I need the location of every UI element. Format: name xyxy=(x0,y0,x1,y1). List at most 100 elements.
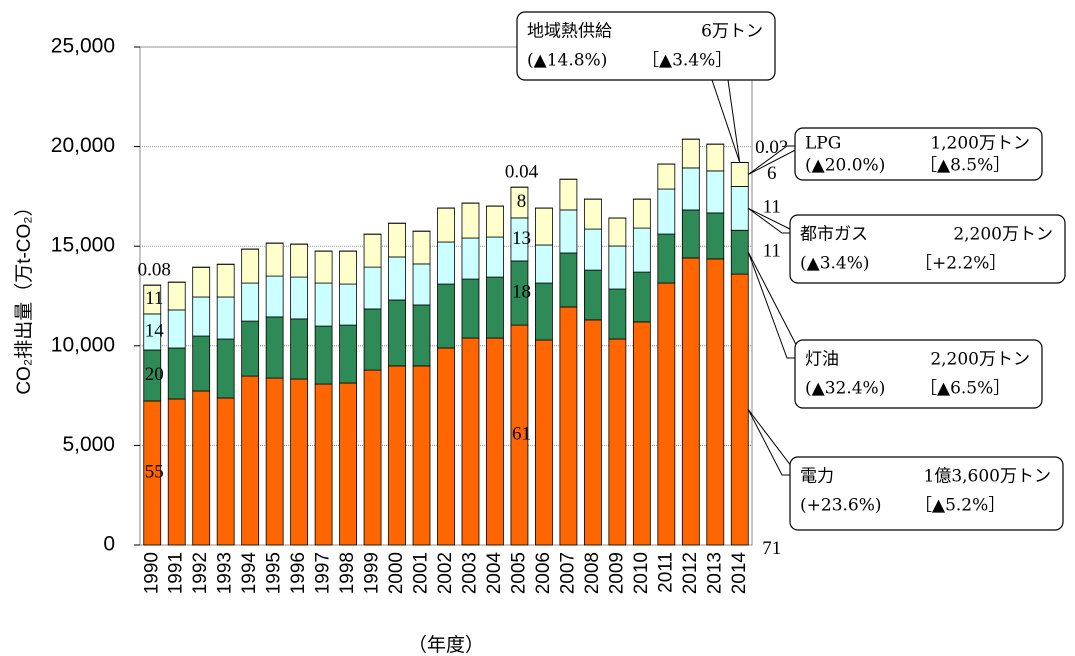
bar-segment xyxy=(216,338,235,399)
x-tick-label: 2001 xyxy=(411,552,432,594)
bar-segment xyxy=(559,178,578,211)
bar-segment xyxy=(290,378,309,546)
y-axis-label: CO₂排出量（万t-CO₂） xyxy=(13,197,35,394)
x-tick-label: 2011 xyxy=(655,552,676,593)
callout-change-prev: ［+2.2%］ xyxy=(915,254,1006,274)
share-label: 11 xyxy=(763,197,781,218)
bar-segment xyxy=(241,282,260,322)
share-label: 11 xyxy=(763,241,781,262)
bar-segment xyxy=(657,163,676,190)
share-label: 55 xyxy=(145,461,164,482)
bar-segment xyxy=(363,308,382,371)
x-tick-label: 2002 xyxy=(435,552,456,594)
bar-segment xyxy=(535,244,553,284)
bar-segment xyxy=(706,212,725,260)
bar-segment xyxy=(241,248,260,284)
bar-segment xyxy=(412,365,431,546)
bar-segment xyxy=(265,275,284,318)
callout-change: (▲3.4%) xyxy=(800,254,870,274)
x-tick-label: 1996 xyxy=(288,552,309,594)
bar-segment xyxy=(706,170,725,214)
bar-segment xyxy=(657,233,676,284)
x-tick-label: 2003 xyxy=(459,552,480,594)
bar-segment xyxy=(559,252,578,308)
x-tick-label: 1992 xyxy=(190,552,211,594)
bar-segment xyxy=(290,318,309,380)
bar-segment xyxy=(412,230,431,265)
callout-change: (+23.6%) xyxy=(800,496,882,516)
bar-segment xyxy=(486,205,504,238)
callout-amount: 2,200万トン xyxy=(930,350,1030,370)
bar-segment xyxy=(216,263,235,298)
callout-name: 地域熱供給 xyxy=(527,22,612,42)
bar-segment xyxy=(608,245,627,290)
callout-amount: 1,200万トン xyxy=(930,134,1030,154)
bar-segment xyxy=(388,365,406,546)
bar-segment xyxy=(681,209,700,259)
x-tick-label: 2000 xyxy=(386,552,407,594)
y-tick-label: 15,000 xyxy=(51,234,115,257)
x-tick-label: 1991 xyxy=(166,552,187,594)
bar-segment xyxy=(583,198,602,230)
bar-segment xyxy=(216,397,235,546)
x-tick-label: 2008 xyxy=(582,552,603,594)
bar-segment xyxy=(632,198,651,229)
x-tick-label: 1999 xyxy=(362,552,383,594)
bar-segment xyxy=(314,250,333,284)
share-label: 71 xyxy=(762,538,781,559)
bar-segment xyxy=(486,337,504,546)
bar-segment xyxy=(681,167,700,211)
x-tick-label: 2010 xyxy=(631,552,652,594)
bar-segment xyxy=(657,282,676,546)
callout-name: LPG xyxy=(805,134,841,154)
y-tick-label: 10,000 xyxy=(51,333,115,356)
callout-box xyxy=(516,11,776,81)
x-tick-label: 1998 xyxy=(337,552,358,594)
bar-segment xyxy=(535,282,553,341)
x-tick-label: 1995 xyxy=(264,552,285,594)
x-tick-label: 1993 xyxy=(215,552,236,594)
bar-segment xyxy=(632,321,651,546)
x-tick-label: 2012 xyxy=(680,552,701,594)
x-axis-label: （年度） xyxy=(408,634,484,656)
callout-change-prev: ［▲3.4%］ xyxy=(642,51,732,71)
x-tick-label: 2007 xyxy=(557,552,578,594)
bar-segment xyxy=(730,229,749,275)
bar-segment xyxy=(608,217,627,247)
bar-segment xyxy=(412,263,431,306)
share-label: 13 xyxy=(512,228,531,249)
bar-segment xyxy=(461,278,480,339)
bar-segment xyxy=(388,256,406,301)
bar-segment xyxy=(681,257,700,546)
bar-segment xyxy=(314,383,333,546)
bar-segment xyxy=(681,138,700,169)
callout-name: 電力 xyxy=(800,467,834,487)
bar-segment xyxy=(192,266,211,298)
bar-segment xyxy=(339,250,357,285)
callout-box xyxy=(794,127,1043,181)
callout-change-prev: ［▲8.5%］ xyxy=(920,156,1010,176)
bar-segment xyxy=(535,339,553,546)
bar-segment xyxy=(290,276,309,320)
bar-segment xyxy=(608,288,627,340)
bar-segment xyxy=(461,202,480,239)
callout-change: (▲32.4%) xyxy=(805,379,885,399)
y-tick-label: 0 xyxy=(103,533,115,556)
bar-segment xyxy=(657,188,676,235)
callout-box xyxy=(789,214,1066,284)
bar-segment xyxy=(706,143,725,172)
y-tick-label: 5,000 xyxy=(62,433,115,456)
x-tick-label: 1997 xyxy=(313,552,334,594)
bar-segment xyxy=(192,390,211,546)
bar-segment xyxy=(437,347,455,546)
callout-amount: 1億3,600万トン xyxy=(924,467,1051,487)
callout-name: 都市ガス xyxy=(800,225,868,245)
bar-segment xyxy=(559,306,578,546)
bar-segment xyxy=(437,283,455,349)
bar-segment xyxy=(583,228,602,271)
bar-segment xyxy=(388,299,406,367)
share-label: 18 xyxy=(512,281,531,302)
bar-segment xyxy=(730,186,749,231)
bar-segment xyxy=(216,296,235,340)
